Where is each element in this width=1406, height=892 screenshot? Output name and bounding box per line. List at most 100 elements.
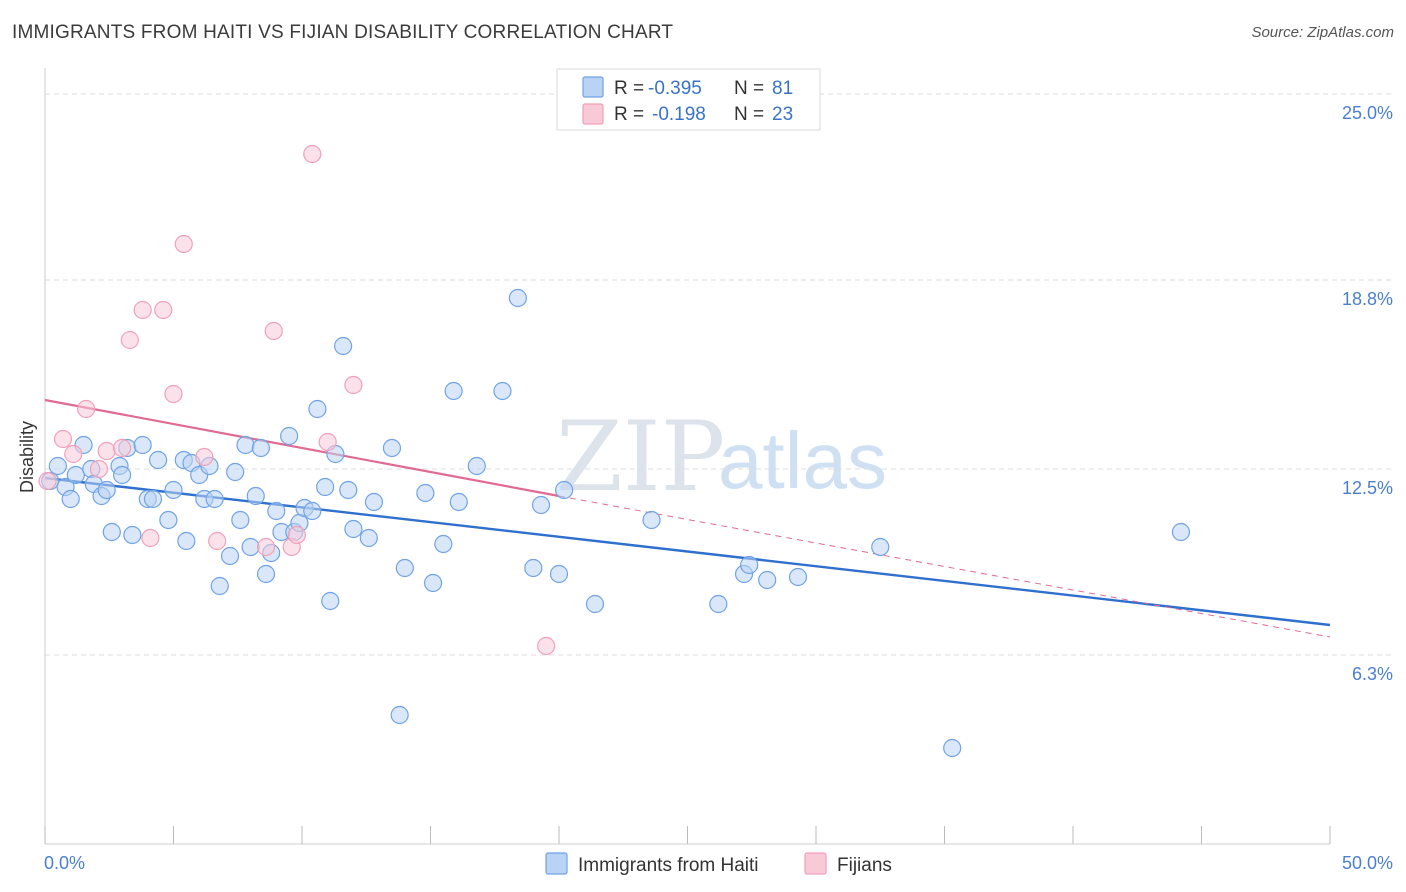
point-haiti <box>416 483 435 503</box>
trendline-fijians <box>44 398 560 498</box>
point-haiti <box>112 465 132 485</box>
point-haiti <box>508 288 527 308</box>
point-haiti <box>334 336 353 356</box>
point-haiti <box>395 558 414 578</box>
point-fijians <box>537 636 556 656</box>
legend-r-value-fijians: -0.198 <box>652 104 706 125</box>
point-haiti <box>390 705 409 725</box>
point-fijians <box>303 144 322 164</box>
point-haiti <box>231 510 250 530</box>
point-haiti <box>210 576 229 596</box>
point-fijians <box>256 537 276 557</box>
grid-layer <box>45 93 1393 656</box>
point-haiti <box>303 501 322 521</box>
point-haiti <box>364 492 384 512</box>
point-haiti <box>164 480 183 500</box>
legend-n-value-haiti: 81 <box>772 78 793 99</box>
point-haiti <box>123 525 142 545</box>
point-fijians <box>77 399 96 419</box>
bottom-legend-swatch-fijians <box>804 852 827 875</box>
point-fijians <box>120 330 139 350</box>
trendline-fijians-extension <box>558 495 1331 638</box>
point-haiti <box>308 399 327 419</box>
point-fijians <box>195 447 214 467</box>
chart-title: IMMIGRANTS FROM HAITI VS FIJIAN DISABILI… <box>12 22 674 43</box>
point-haiti <box>585 594 605 614</box>
point-haiti <box>449 492 468 512</box>
point-fijians <box>287 525 306 545</box>
legend-r-label-fijians: R = <box>614 104 644 125</box>
point-fijians <box>53 429 73 449</box>
point-haiti <box>267 501 286 521</box>
point-haiti <box>133 435 152 455</box>
point-haiti <box>256 564 276 584</box>
point-haiti <box>555 480 574 500</box>
legend-n-label-fijians: N = <box>734 104 764 125</box>
y-tick-label: 25.0% <box>1342 103 1393 123</box>
legend-n-value-fijians: 23 <box>772 104 793 125</box>
point-haiti <box>871 537 890 557</box>
point-haiti <box>220 546 240 566</box>
point-fijians <box>38 471 57 491</box>
point-haiti <box>709 594 728 614</box>
point-haiti <box>423 573 443 593</box>
point-haiti <box>549 564 569 584</box>
point-haiti <box>444 381 463 401</box>
point-haiti <box>382 438 402 458</box>
point-haiti <box>1171 522 1191 542</box>
point-haiti <box>61 489 80 509</box>
axis-layer: 6.3% 12.5% 18.8% 25.0% 0.0% 50.0% <box>44 68 1393 873</box>
point-haiti <box>943 738 962 758</box>
point-haiti <box>524 558 543 578</box>
x-tick-label-min: 0.0% <box>44 853 85 873</box>
point-haiti <box>321 591 340 611</box>
point-fijians <box>154 300 173 320</box>
point-haiti <box>236 435 255 455</box>
point-fijians <box>318 432 337 452</box>
watermark-atlas: atlas <box>718 416 887 505</box>
point-haiti <box>177 531 196 551</box>
point-haiti <box>280 426 299 446</box>
point-haiti <box>359 528 378 548</box>
point-fijians <box>164 384 183 404</box>
point-fijians <box>264 321 283 341</box>
y-tick-label: 6.3% <box>1352 664 1393 684</box>
point-haiti <box>251 438 270 458</box>
point-haiti <box>143 489 163 509</box>
point-haiti <box>344 519 363 539</box>
bottom-legend-swatch-haiti <box>545 852 568 875</box>
point-haiti <box>339 480 358 500</box>
x-tick-label-max: 50.0% <box>1342 853 1393 873</box>
point-fijians <box>64 444 83 464</box>
source-label: Source: ZipAtlas.com <box>1251 24 1394 41</box>
point-haiti <box>66 465 85 485</box>
point-fijians <box>89 459 109 479</box>
bottom-legend: Immigrants from Haiti Fijians <box>545 852 892 876</box>
watermark-zip: ZIP <box>556 401 725 513</box>
point-fijians <box>208 531 227 551</box>
point-haiti <box>467 456 486 476</box>
point-fijians <box>344 375 363 395</box>
point-fijians <box>174 234 193 254</box>
point-fijians <box>133 300 152 320</box>
point-haiti <box>148 450 168 470</box>
point-haiti <box>159 510 178 530</box>
legend-r-label-haiti: R = <box>614 78 644 99</box>
point-fijians <box>97 441 116 461</box>
legend-n-label-haiti: N = <box>734 78 764 99</box>
point-haiti <box>97 480 116 500</box>
y-axis-label: Disability <box>17 421 37 493</box>
point-haiti <box>246 486 265 506</box>
point-haiti <box>758 570 777 590</box>
point-haiti <box>48 456 67 476</box>
points-layer <box>38 144 1191 758</box>
point-haiti <box>642 510 661 530</box>
point-fijians <box>112 438 132 458</box>
point-fijians <box>141 528 160 548</box>
bottom-legend-label-fijians: Fijians <box>837 855 892 876</box>
point-haiti <box>102 522 121 542</box>
point-haiti <box>434 534 453 554</box>
y-tick-label: 12.5% <box>1342 478 1393 498</box>
point-haiti <box>205 489 224 509</box>
